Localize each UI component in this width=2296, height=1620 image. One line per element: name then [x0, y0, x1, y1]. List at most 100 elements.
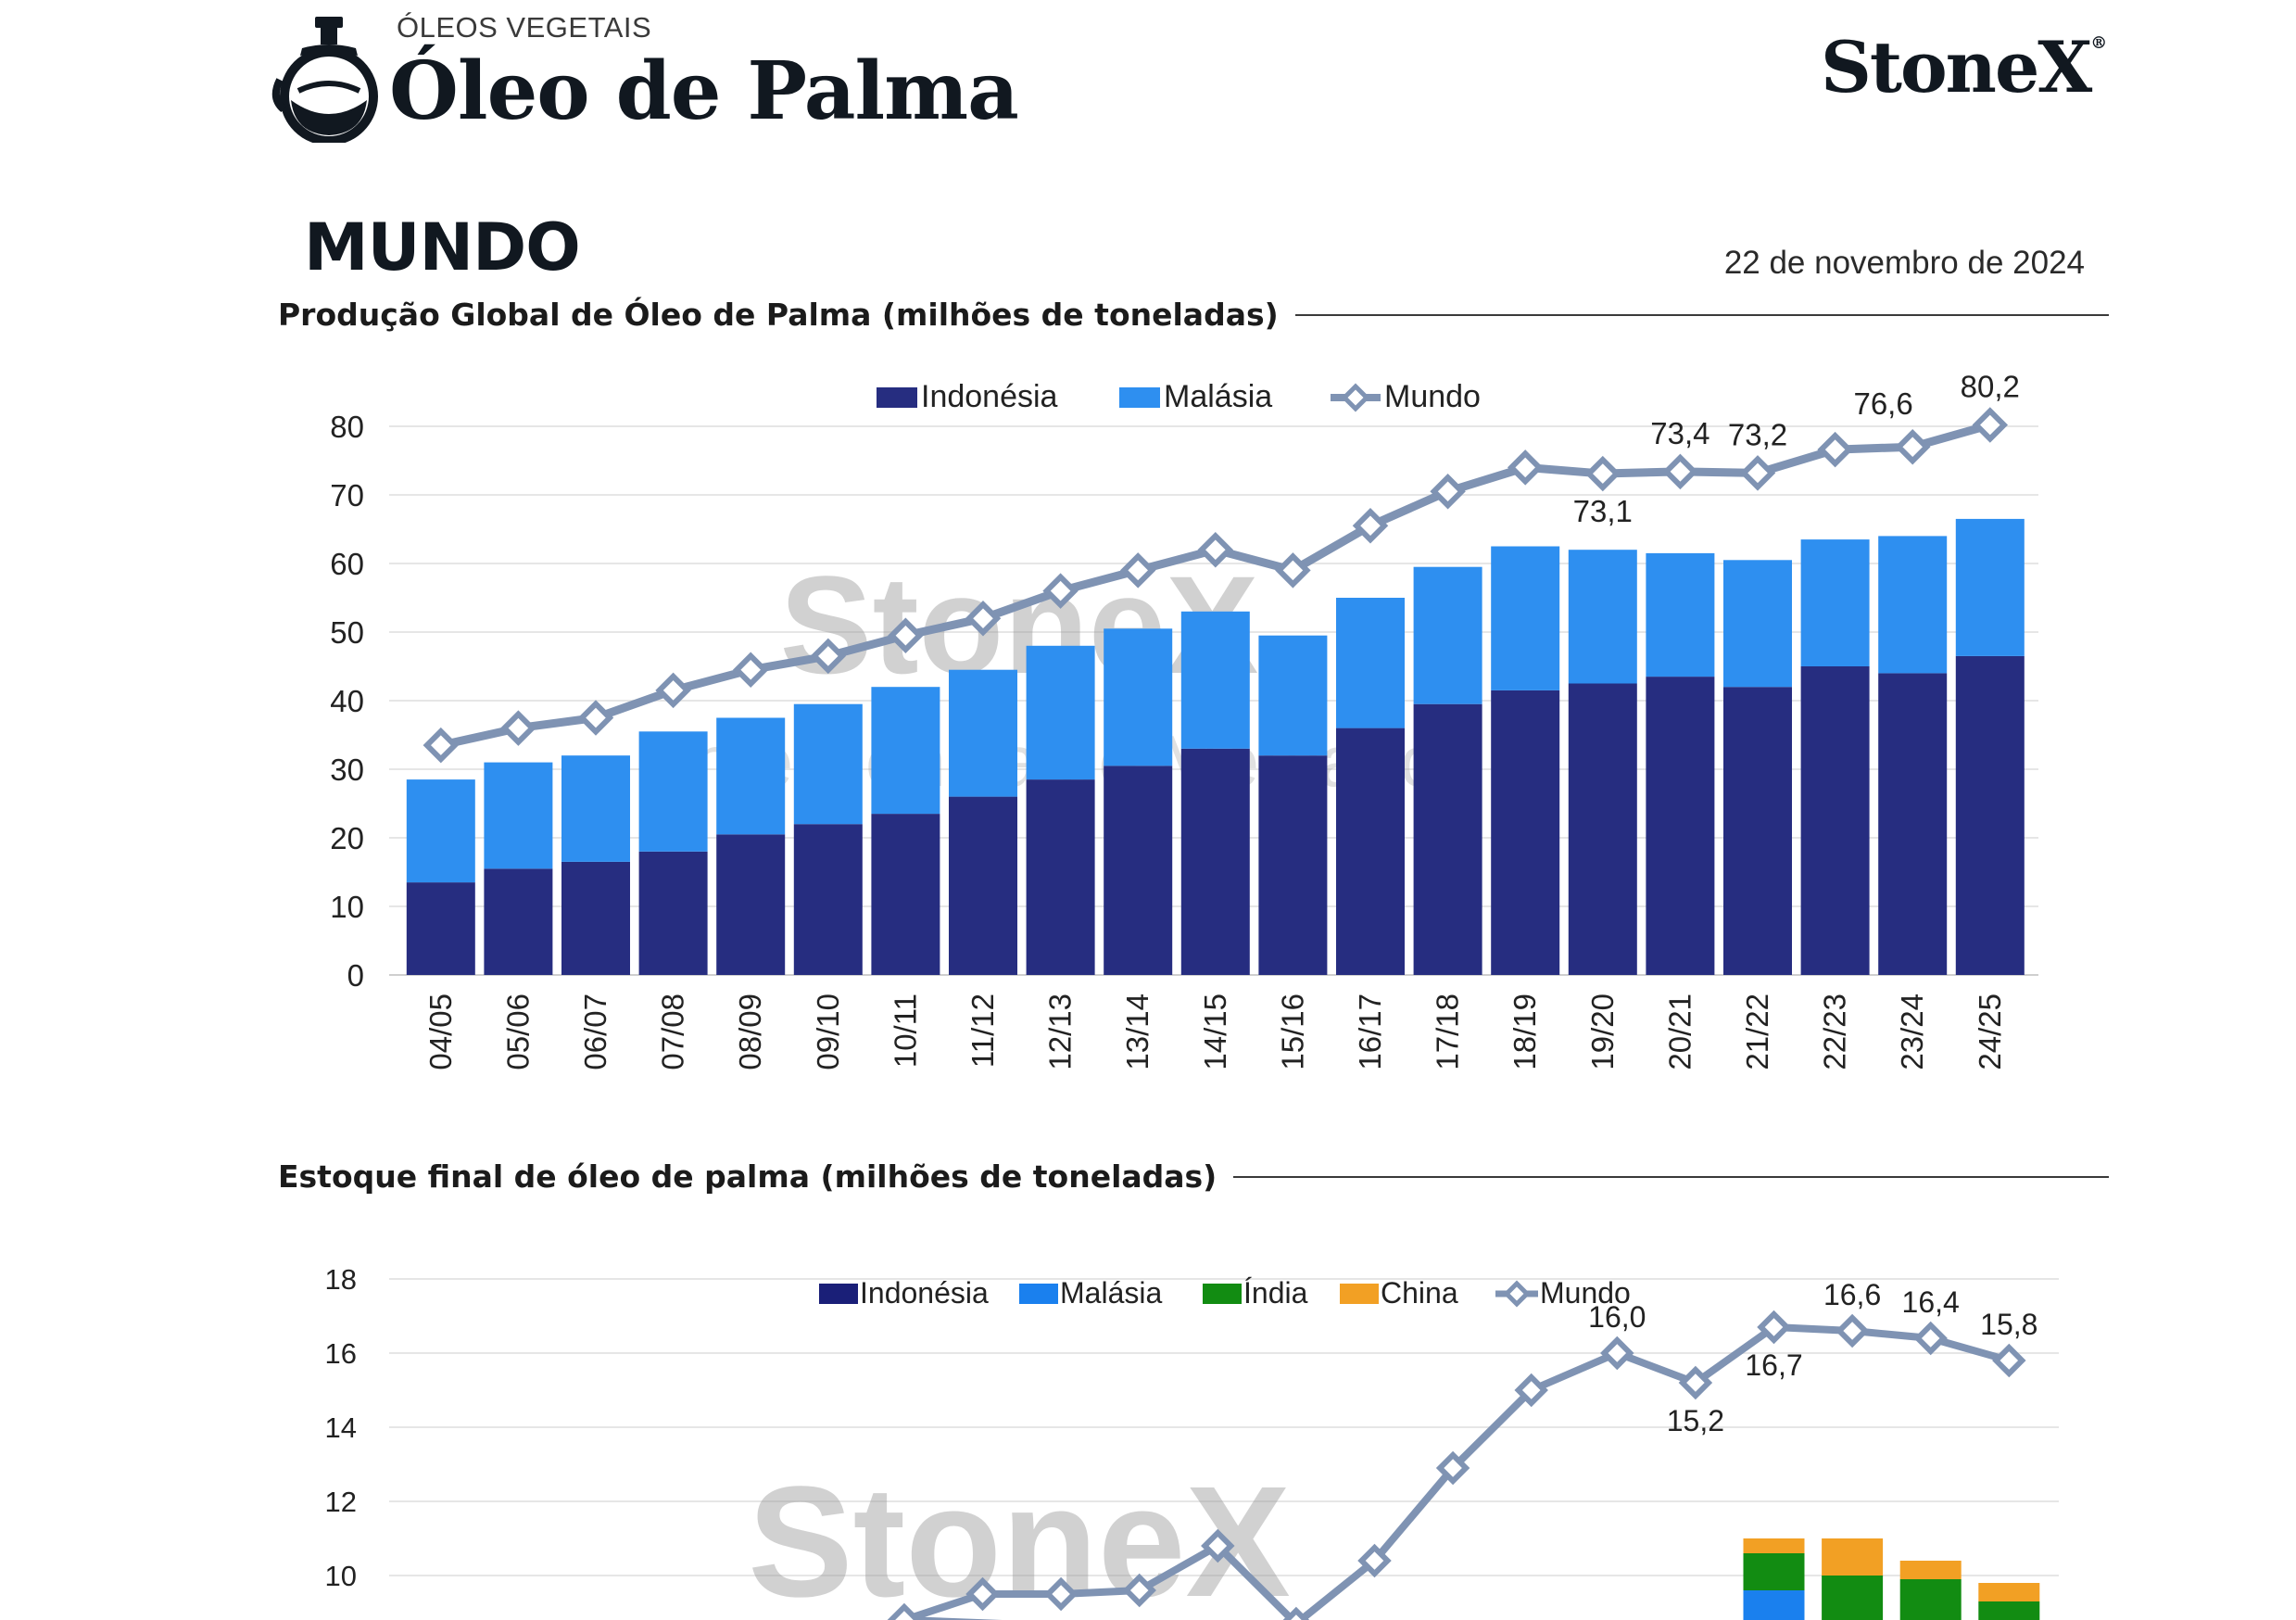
mundo-point — [1757, 1310, 1791, 1345]
chart1-y-axis: 0 10 20 30 40 50 60 70 80 — [330, 410, 364, 993]
bar-malaysia — [1491, 546, 1560, 690]
mundo-point — [1992, 1343, 2026, 1378]
legend-label: China — [1381, 1276, 1458, 1310]
legend-label-mundo: Mundo — [1540, 1276, 1631, 1310]
chart2-mundo-line — [887, 1310, 2026, 1620]
bar-malaysia — [1878, 536, 1948, 674]
mundo-point — [1119, 552, 1156, 589]
mundo-point — [1600, 1335, 1634, 1371]
stonex-logo: StoneX® — [1821, 26, 2107, 108]
y-tick-label: 20 — [330, 821, 364, 855]
bar-indonesia — [871, 814, 940, 975]
x-tick-label: 17/18 — [1431, 994, 1465, 1070]
bar-malaysia — [793, 703, 863, 825]
bar-malaysia — [1723, 560, 1792, 688]
legend-label: Índia — [1243, 1276, 1308, 1310]
mundo-point — [1913, 1321, 1948, 1356]
bar-indonesia — [1258, 755, 1328, 975]
bar-indonesia — [1180, 748, 1250, 975]
y-tick-label: 30 — [330, 753, 364, 787]
data-label: 16,6 — [1823, 1278, 1881, 1311]
registered-mark: ® — [2090, 33, 2107, 53]
bar-malaysia — [561, 755, 630, 862]
bar-indonesia — [1568, 683, 1637, 975]
bar-indonesia — [949, 796, 1017, 975]
mundo-point — [1197, 531, 1234, 568]
bar-indonesia — [1104, 766, 1173, 975]
chart2-legend: Indonésia Malásia Índia China Mundo — [819, 1276, 1631, 1310]
bar-indonesia — [793, 824, 863, 975]
x-tick-label: 19/20 — [1585, 994, 1620, 1070]
bar-malaysia — [1180, 611, 1250, 749]
y-tick-label: 50 — [330, 615, 364, 650]
mundo-point — [1275, 552, 1311, 589]
x-tick-label: 05/06 — [500, 994, 535, 1070]
bar-malaysia — [1104, 628, 1173, 766]
bar-indonesia — [1336, 728, 1405, 975]
logo-text: StoneX — [1821, 26, 2092, 108]
chart1-legend: Indonésia Malásia Mundo — [877, 379, 1481, 414]
legend-swatch-malaysia — [1119, 387, 1160, 408]
mundo-point — [810, 638, 847, 675]
section-title: MUNDO — [304, 209, 581, 285]
bar-malaysia — [406, 779, 475, 883]
legend-swatch — [1019, 1284, 1058, 1304]
data-label: 80,2 — [1961, 370, 2020, 404]
mundo-point — [888, 617, 924, 653]
bar-malaysia — [1743, 1590, 1805, 1620]
mundo-point — [1662, 453, 1698, 490]
chart1-x-axis: 04/05 05/06 06/07 07/08 08/09 09/10 10/11 11/12… — [423, 994, 2007, 1070]
x-tick-label: 08/09 — [733, 994, 767, 1070]
page-title: Óleo de Palma — [389, 44, 1019, 138]
chart2-y-axis: 10 12 14 16 18 — [325, 1263, 357, 1592]
data-label: 15,2 — [1667, 1404, 1724, 1437]
x-tick-label: 18/19 — [1508, 994, 1542, 1070]
bar-malaysia — [1955, 518, 2025, 656]
legend-swatch — [1340, 1284, 1379, 1304]
x-tick-label: 10/11 — [888, 994, 922, 1068]
mundo-point — [1357, 1543, 1392, 1578]
mundo-point — [1514, 1373, 1548, 1408]
bar-malaysia — [1026, 645, 1095, 780]
bar-indonesia — [561, 861, 630, 975]
bar-malaysia — [949, 669, 1017, 797]
y-tick-label: 60 — [330, 547, 364, 581]
bar-indonesia — [1878, 673, 1948, 975]
mundo-point — [1972, 407, 2009, 443]
mundo-point — [965, 1576, 1000, 1612]
legend-marker-mundo — [1503, 1280, 1531, 1308]
legend-swatch-indonesia — [877, 387, 917, 408]
y-tick-label: 10 — [330, 890, 364, 924]
mundo-point — [1435, 1450, 1470, 1486]
mundo-point — [1430, 474, 1466, 510]
y-tick-label: 12 — [325, 1486, 357, 1518]
y-tick-label: 16 — [325, 1337, 357, 1370]
y-tick-label: 14 — [325, 1411, 357, 1444]
data-label: 16,7 — [1745, 1348, 1802, 1382]
y-tick-label: 18 — [325, 1263, 357, 1296]
mundo-point — [887, 1602, 922, 1620]
x-tick-label: 13/14 — [1120, 994, 1154, 1070]
bar-indonesia — [1026, 779, 1095, 975]
bar-china — [1899, 1561, 1962, 1579]
bar-malaysia — [1258, 635, 1328, 756]
mundo-point — [655, 672, 691, 709]
x-tick-label: 24/25 — [1973, 994, 2007, 1070]
legend-label-mundo: Mundo — [1384, 379, 1481, 414]
chart2-data-labels: 16,0 15,2 16,7 16,6 16,4 15,8 — [1588, 1278, 2037, 1437]
chart2-gridlines — [389, 1278, 2059, 1576]
mundo-point — [1201, 1528, 1235, 1563]
chart1-title-row: Produção Global de Óleo de Palma (milhõe… — [278, 297, 2109, 333]
chart1-title: Produção Global de Óleo de Palma (milhõe… — [278, 297, 1279, 333]
x-tick-label: 07/08 — [656, 994, 690, 1070]
chart1-title-rule — [1294, 313, 2109, 316]
x-tick-label: 06/07 — [578, 994, 612, 1070]
oil-bottle-icon — [271, 17, 378, 143]
mundo-point — [423, 727, 460, 764]
bar-indonesia — [638, 851, 708, 975]
legend-label: Malásia — [1060, 1276, 1162, 1310]
mundo-point — [1282, 1606, 1310, 1620]
bar-indonesia — [1800, 666, 1870, 975]
x-tick-label: 20/21 — [1662, 994, 1697, 1070]
